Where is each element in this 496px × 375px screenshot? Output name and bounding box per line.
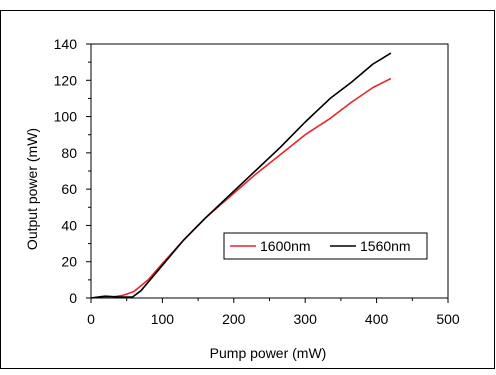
y-tick-label: 60 <box>61 181 77 197</box>
y-tick-label: 80 <box>61 145 77 161</box>
plot-area-border <box>90 43 449 299</box>
x-tick-label: 0 <box>87 311 95 327</box>
x-tick-label: 500 <box>436 311 460 327</box>
y-tick-label: 120 <box>54 72 78 88</box>
y-axis-label: Output power (mW) <box>24 128 40 250</box>
y-tick-label: 0 <box>69 290 77 306</box>
x-axis-label: Pump power (mW) <box>210 345 327 361</box>
x-tick-label: 200 <box>222 311 246 327</box>
legend-box <box>223 232 428 260</box>
x-tick-label: 100 <box>151 311 175 327</box>
y-tick-label: 140 <box>54 36 78 52</box>
y-tick-label: 100 <box>54 109 78 125</box>
legend-label-1600nm: 1600nm <box>260 238 311 254</box>
legend-label-1560nm: 1560nm <box>360 238 411 254</box>
y-tick-label: 20 <box>61 254 77 270</box>
y-tick-label: 40 <box>61 217 77 233</box>
series-line-1560nm <box>90 52 392 299</box>
x-tick-label: 400 <box>365 311 389 327</box>
x-tick-label: 300 <box>294 311 318 327</box>
